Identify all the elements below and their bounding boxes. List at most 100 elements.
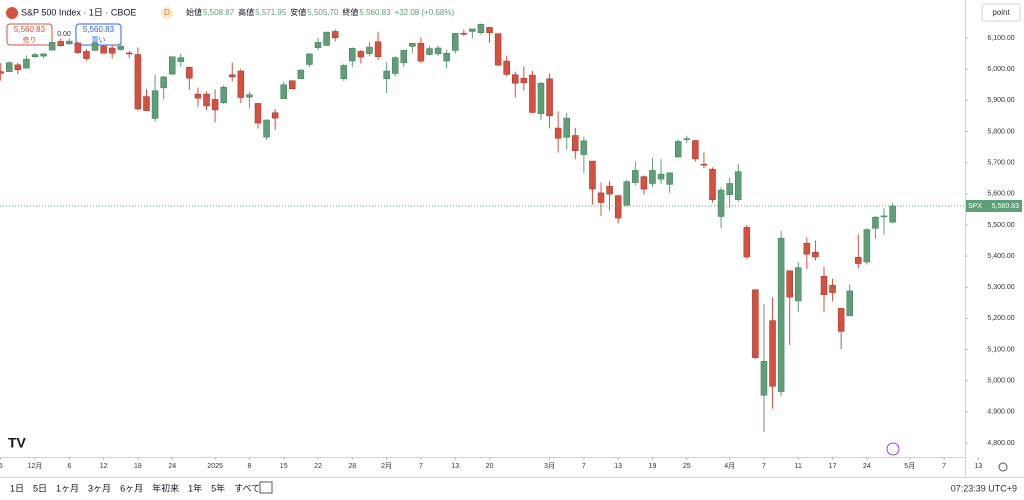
candle-body [777, 238, 785, 392]
candle-body [297, 69, 305, 80]
legend-label: 安値 [290, 7, 306, 17]
range-button[interactable]: 5日 [33, 483, 47, 493]
candle-body [391, 57, 399, 74]
range-button[interactable]: 1年 [188, 482, 202, 493]
range-button[interactable]: 3ヶ月 [88, 483, 111, 493]
candle-body [66, 40, 73, 45]
last-price: 5,560.83 [992, 203, 1019, 210]
candle-body [74, 42, 82, 53]
buy-label[interactable]: 買い [92, 36, 106, 44]
axis-unit[interactable]: point [992, 8, 1010, 17]
candle-body [246, 94, 253, 98]
range-button[interactable]: 1ヶ月 [56, 483, 79, 493]
range-button[interactable]: すべて [234, 483, 260, 493]
candle-body [649, 170, 656, 184]
range-button[interactable]: 5年 [211, 482, 225, 493]
unit-box[interactable] [981, 3, 1021, 22]
candle-body [477, 24, 485, 33]
x-tick-label: 11 [795, 463, 802, 470]
settings-icon[interactable] [998, 462, 1008, 472]
candle-body [460, 33, 468, 35]
candle-body [314, 42, 322, 48]
candle-body [443, 53, 450, 62]
y-tick-label: 5,600.00 [987, 191, 1014, 198]
range-button[interactable]: 1日 [10, 483, 24, 493]
candle-body [108, 47, 116, 54]
candle-body [855, 257, 862, 264]
legend-label: 始値 [186, 7, 202, 17]
candle-body [280, 84, 287, 100]
x-tick-label: 7 [942, 463, 946, 470]
candle-body [589, 160, 596, 190]
candle-body [451, 33, 459, 51]
candle-body [134, 54, 142, 110]
candle-body [743, 227, 751, 258]
candle-body [143, 96, 150, 111]
legend-value: 5,560.83 [359, 8, 391, 17]
candle-body [529, 74, 536, 113]
candle-body [889, 205, 896, 223]
candle-body [606, 186, 613, 195]
x-tick-label: 4月 [724, 462, 735, 470]
x-tick-label: 24 [168, 463, 176, 470]
clock: 07:23:39 UTC+9 [951, 483, 1017, 493]
candle-body [795, 267, 802, 302]
candle-body [417, 43, 425, 62]
x-tick-label: 7 [582, 463, 586, 470]
x-tick-label: 20 [486, 463, 494, 470]
candle-body [537, 82, 545, 114]
candle-body [340, 65, 347, 80]
candle-body [211, 99, 219, 111]
candle-body [820, 276, 828, 295]
candle-body [692, 140, 699, 160]
candle-body [271, 112, 279, 119]
sell-label[interactable]: 売り [23, 35, 37, 44]
candle-body [357, 51, 365, 58]
candle-body [632, 170, 639, 183]
x-tick-label: 25 [683, 463, 691, 470]
sell-button[interactable] [6, 23, 53, 46]
candle-body [752, 289, 759, 358]
candle-body [734, 171, 742, 200]
legend-value: 5,505.70 [307, 8, 339, 17]
x-tick-label: 15 [280, 463, 288, 470]
candle-body [623, 181, 630, 206]
candle-body [829, 285, 836, 293]
x-tick-label: 3月 [544, 462, 555, 470]
range-button[interactable]: 6ヶ月 [120, 483, 143, 493]
y-tick-label: 5,800.00 [987, 128, 1014, 135]
candle-body [203, 93, 210, 107]
candle-body [349, 48, 356, 62]
date-range-icon[interactable] [259, 481, 273, 494]
buy-button[interactable] [75, 23, 122, 46]
legend-value: 5,508.87 [203, 8, 235, 17]
flash-icon[interactable] [886, 442, 900, 456]
candle-body [400, 49, 408, 63]
candle-body [572, 135, 579, 152]
candle-body [186, 67, 193, 79]
candle-body [434, 47, 442, 55]
symbol-tag: SPX [968, 203, 982, 210]
x-tick-label: 12月 [28, 462, 43, 470]
candle-body [640, 176, 648, 190]
x-tick-label: 5 [0, 463, 3, 470]
range-button[interactable]: 年初来 [152, 482, 179, 493]
buy-price[interactable]: 5,560.83 [83, 25, 115, 34]
candle-body [760, 361, 768, 396]
candle-body [486, 27, 493, 33]
y-tick-label: 5,700.00 [987, 159, 1014, 166]
candle-body [597, 192, 605, 203]
candle-body [383, 70, 390, 80]
candle-body [674, 141, 682, 158]
sell-price[interactable]: 5,560.83 [14, 25, 46, 34]
candle-body [554, 127, 562, 139]
y-tick-label: 5,500.00 [987, 222, 1014, 229]
x-tick-label: 12 [100, 463, 108, 470]
x-tick-label: 7 [762, 463, 766, 470]
y-tick-label: 5,900.00 [987, 97, 1014, 104]
title: S&P 500 Index · 1日 · CBOE [21, 7, 136, 17]
candle-body [194, 93, 202, 99]
